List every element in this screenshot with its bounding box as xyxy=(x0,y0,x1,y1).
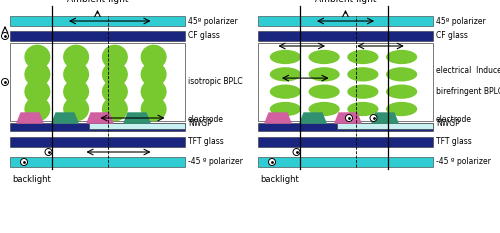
Ellipse shape xyxy=(63,97,89,121)
Ellipse shape xyxy=(270,50,301,64)
Ellipse shape xyxy=(386,67,417,82)
Polygon shape xyxy=(17,113,43,123)
Text: electrical  Induced: electrical Induced xyxy=(436,66,500,75)
Bar xyxy=(10,137,185,147)
Polygon shape xyxy=(87,113,113,123)
Ellipse shape xyxy=(102,97,128,121)
Ellipse shape xyxy=(308,102,340,116)
Text: electrode: electrode xyxy=(188,116,224,124)
Circle shape xyxy=(2,79,8,86)
Ellipse shape xyxy=(140,97,166,121)
Text: 45º polarizer: 45º polarizer xyxy=(188,17,238,25)
Text: Ambient light: Ambient light xyxy=(315,0,376,4)
Bar xyxy=(10,16,185,26)
Polygon shape xyxy=(372,113,398,123)
Text: backlight: backlight xyxy=(12,175,51,184)
Ellipse shape xyxy=(348,67,378,82)
Ellipse shape xyxy=(270,85,301,99)
Circle shape xyxy=(293,148,300,155)
Ellipse shape xyxy=(102,45,128,69)
Ellipse shape xyxy=(386,102,417,116)
Text: Ambient light: Ambient light xyxy=(67,0,128,4)
Text: -45 º polarizer: -45 º polarizer xyxy=(436,158,491,167)
Circle shape xyxy=(45,148,52,155)
Ellipse shape xyxy=(348,102,378,116)
Polygon shape xyxy=(300,113,326,123)
Ellipse shape xyxy=(308,67,340,82)
Ellipse shape xyxy=(386,85,417,99)
Ellipse shape xyxy=(308,50,340,64)
Ellipse shape xyxy=(24,45,50,69)
Text: CF glass: CF glass xyxy=(436,31,468,41)
Text: 45º polarizer: 45º polarizer xyxy=(436,17,486,25)
Ellipse shape xyxy=(270,102,301,116)
Bar xyxy=(258,123,433,131)
Bar xyxy=(10,123,185,131)
Ellipse shape xyxy=(63,79,89,104)
Text: NWGP: NWGP xyxy=(436,120,460,129)
Circle shape xyxy=(370,114,377,121)
Bar xyxy=(337,123,433,129)
Bar xyxy=(258,157,433,167)
Bar xyxy=(10,157,185,167)
Text: NWGP: NWGP xyxy=(188,120,212,129)
Ellipse shape xyxy=(102,62,128,87)
Circle shape xyxy=(268,158,276,165)
Text: backlight: backlight xyxy=(260,175,299,184)
Bar xyxy=(89,123,185,129)
Ellipse shape xyxy=(270,67,301,82)
Text: -45 º polarizer: -45 º polarizer xyxy=(188,158,243,167)
Ellipse shape xyxy=(308,85,340,99)
Text: CF glass: CF glass xyxy=(188,31,220,41)
Ellipse shape xyxy=(140,62,166,87)
Polygon shape xyxy=(265,113,291,123)
Polygon shape xyxy=(335,113,361,123)
Ellipse shape xyxy=(348,85,378,99)
Text: birefringent BPLC: birefringent BPLC xyxy=(436,87,500,96)
Bar xyxy=(10,31,185,41)
Ellipse shape xyxy=(102,79,128,104)
Bar xyxy=(258,43,433,121)
Ellipse shape xyxy=(386,50,417,64)
Ellipse shape xyxy=(24,79,50,104)
Ellipse shape xyxy=(24,62,50,87)
Polygon shape xyxy=(124,113,150,123)
Bar xyxy=(258,137,433,147)
Circle shape xyxy=(346,114,352,121)
Ellipse shape xyxy=(140,79,166,104)
Ellipse shape xyxy=(24,97,50,121)
Ellipse shape xyxy=(63,62,89,87)
Polygon shape xyxy=(52,113,78,123)
Ellipse shape xyxy=(63,45,89,69)
Bar xyxy=(10,43,185,121)
Text: TFT glass: TFT glass xyxy=(436,137,472,147)
Bar xyxy=(258,31,433,41)
Text: isotropic BPLC: isotropic BPLC xyxy=(188,78,242,86)
Ellipse shape xyxy=(140,45,166,69)
Circle shape xyxy=(20,158,28,165)
Circle shape xyxy=(2,32,8,40)
Ellipse shape xyxy=(348,50,378,64)
Text: electrode: electrode xyxy=(436,116,472,124)
Text: TFT glass: TFT glass xyxy=(188,137,224,147)
Bar xyxy=(258,16,433,26)
